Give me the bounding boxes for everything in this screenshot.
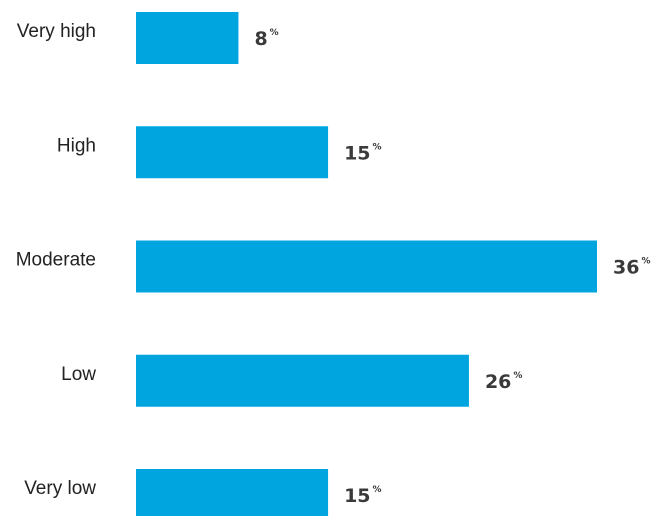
bar-moderate — [136, 240, 597, 293]
category-label-very-low: Very low — [24, 478, 96, 499]
category-label-low: Low — [61, 364, 96, 385]
bar-high — [136, 126, 329, 179]
value-label-moderate: 36% — [613, 256, 650, 278]
bar-low — [136, 354, 469, 407]
value-label-high: 15% — [344, 142, 381, 164]
value-label-low: 26% — [485, 370, 522, 392]
bar-very-high — [136, 12, 239, 64]
category-label-very-high: Very high — [17, 21, 96, 42]
bars — [136, 12, 597, 516]
bar-very-low — [136, 469, 329, 516]
value-label-very-high: 8% — [254, 28, 278, 50]
value-label-very-low: 15% — [344, 485, 381, 507]
value-labels: 8 % 15 % 36 % 26 % 15% — [254, 28, 650, 507]
category-label-moderate: Moderate — [16, 250, 96, 271]
category-label-high: High — [57, 135, 96, 156]
category-labels: Very high High Moderate Low Very low — [16, 21, 97, 499]
